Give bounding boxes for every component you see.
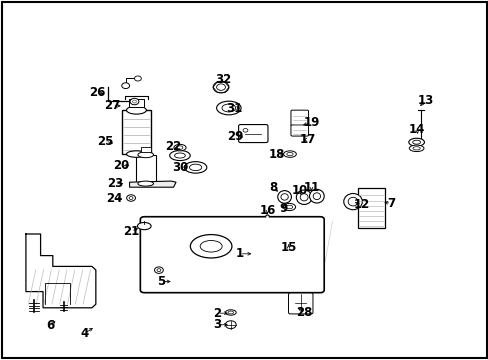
Circle shape [134, 76, 141, 81]
Ellipse shape [222, 104, 235, 112]
Ellipse shape [173, 144, 185, 151]
Ellipse shape [408, 145, 423, 152]
Ellipse shape [280, 194, 288, 200]
FancyBboxPatch shape [290, 110, 308, 126]
Bar [129, 99, 143, 107]
Ellipse shape [189, 164, 202, 171]
Ellipse shape [309, 189, 324, 203]
Ellipse shape [177, 146, 183, 149]
Bar [122, 110, 150, 154]
Text: 16: 16 [259, 204, 275, 217]
Text: 5: 5 [157, 275, 165, 288]
Circle shape [132, 100, 136, 103]
Circle shape [243, 129, 247, 132]
Ellipse shape [412, 147, 419, 150]
Text: 18: 18 [268, 148, 285, 161]
Ellipse shape [347, 197, 357, 206]
Ellipse shape [300, 194, 307, 201]
Text: 31: 31 [226, 102, 243, 114]
Text: 13: 13 [416, 94, 433, 107]
Circle shape [157, 269, 161, 271]
Text: 30: 30 [171, 161, 188, 174]
Text: 10: 10 [291, 184, 307, 197]
Ellipse shape [286, 153, 292, 156]
Text: 8: 8 [269, 181, 277, 194]
Ellipse shape [283, 203, 295, 211]
Text: 21: 21 [122, 225, 139, 238]
Bar [357, 188, 384, 228]
Text: 24: 24 [105, 192, 122, 205]
Text: 20: 20 [113, 159, 129, 172]
FancyBboxPatch shape [290, 125, 308, 136]
Text: 25: 25 [97, 135, 113, 148]
Ellipse shape [174, 153, 185, 158]
Ellipse shape [137, 222, 151, 230]
Circle shape [129, 197, 133, 199]
Bar [136, 155, 155, 184]
Ellipse shape [286, 205, 292, 209]
Ellipse shape [216, 101, 241, 115]
Circle shape [216, 84, 225, 90]
Text: 1: 1 [235, 247, 243, 260]
Text: 19: 19 [303, 116, 319, 129]
Ellipse shape [190, 235, 231, 258]
Ellipse shape [412, 140, 420, 144]
Ellipse shape [126, 106, 146, 114]
Ellipse shape [277, 191, 291, 203]
Text: 29: 29 [227, 130, 244, 143]
Circle shape [122, 83, 129, 89]
Text: 7: 7 [386, 197, 394, 210]
Circle shape [225, 321, 236, 329]
Text: 17: 17 [299, 133, 316, 146]
FancyBboxPatch shape [238, 125, 267, 143]
Circle shape [130, 98, 139, 105]
Text: 27: 27 [104, 99, 121, 112]
FancyBboxPatch shape [140, 217, 324, 293]
Text: 6: 6 [46, 319, 54, 332]
Text: 32: 32 [215, 73, 231, 86]
Text: 9: 9 [279, 202, 287, 215]
Polygon shape [129, 181, 176, 187]
Text: 3: 3 [213, 318, 221, 331]
Circle shape [213, 81, 228, 93]
Text: 15: 15 [280, 241, 296, 254]
Text: 12: 12 [353, 198, 369, 211]
Text: 22: 22 [165, 140, 182, 153]
Ellipse shape [200, 240, 222, 252]
Text: 23: 23 [106, 177, 123, 190]
Ellipse shape [184, 162, 206, 173]
Text: 28: 28 [296, 306, 312, 319]
Ellipse shape [225, 310, 236, 315]
Ellipse shape [126, 151, 146, 157]
Ellipse shape [138, 152, 153, 158]
Text: 4: 4 [80, 327, 88, 340]
Ellipse shape [343, 194, 362, 210]
Circle shape [126, 195, 135, 201]
Text: 2: 2 [213, 307, 221, 320]
Ellipse shape [138, 181, 153, 186]
Text: 26: 26 [88, 86, 105, 99]
FancyBboxPatch shape [288, 293, 312, 314]
Ellipse shape [169, 150, 190, 161]
Ellipse shape [296, 190, 311, 204]
Circle shape [154, 267, 163, 273]
Ellipse shape [227, 311, 233, 314]
Text: 14: 14 [408, 123, 425, 136]
Bar [141, 147, 150, 152]
Ellipse shape [408, 138, 424, 146]
Text: 11: 11 [303, 181, 319, 194]
Polygon shape [26, 234, 96, 308]
Ellipse shape [283, 151, 296, 157]
Ellipse shape [312, 193, 320, 199]
